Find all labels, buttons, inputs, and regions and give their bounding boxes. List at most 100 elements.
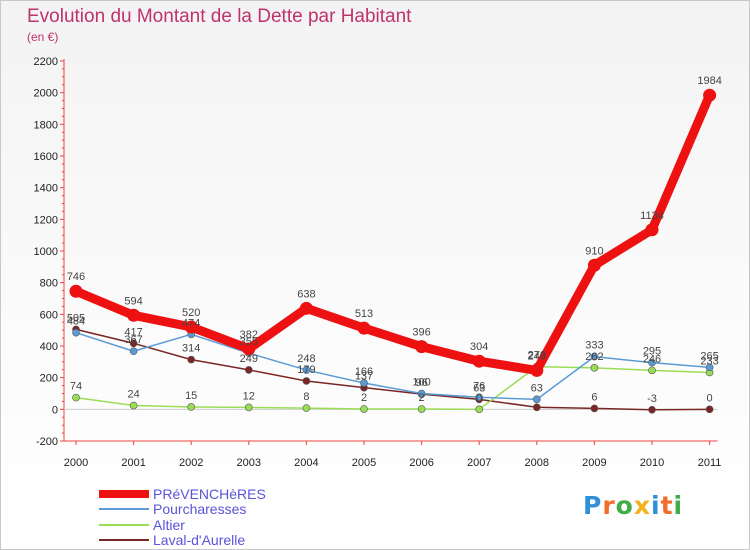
data-point [590,364,599,372]
legend-label: PRéVENCHèRES [153,485,266,502]
data-point [187,403,195,411]
x-tick-label: 2002 [179,457,203,469]
data-label: 249 [240,353,258,365]
legend-label: Pourcharesses [153,501,247,518]
series-line [75,365,711,411]
data-point [705,405,714,414]
data-label: 0 [707,392,713,404]
y-tick-label: 200 [40,373,58,385]
data-point [417,389,426,398]
data-label: 2 [361,392,367,404]
data-label: 417 [124,326,142,338]
data-point [475,393,484,402]
data-point [245,403,253,412]
data-label: 0 [476,392,482,404]
data-point [648,366,656,375]
y-tick-label: 1600 [34,151,58,163]
data-point [302,377,311,385]
data-label: 76 [473,380,485,392]
logo-letter: r [602,491,616,520]
legend-item-prevencheres[interactable]: PRéVENCHèRES [99,486,266,502]
legend-item-altier[interactable]: Altier [99,517,266,533]
data-point [360,379,368,387]
data-point [417,405,426,413]
data-label: 12 [243,390,255,402]
data-point [129,401,138,410]
data-label: 594 [124,295,142,307]
x-tick-label: 2004 [294,457,318,469]
data-label: 63 [531,382,543,394]
data-label: 513 [355,308,373,320]
data-label: 746 [67,271,85,283]
data-label: 396 [412,327,430,339]
data-label: 262 [585,351,603,363]
data-point [472,354,486,368]
data-point [360,405,368,413]
legend-item-pourcharesses[interactable]: Pourcharesses [99,501,266,518]
data-label: 246 [528,350,546,362]
data-label: -3 [647,393,657,405]
data-point [357,321,371,335]
data-point [302,366,311,374]
x-tick-label: 2010 [640,457,664,469]
data-point [415,340,429,354]
data-point [648,358,656,367]
x-tick-label: 2007 [467,457,491,469]
data-point [299,301,313,315]
x-tick-label: 2011 [698,457,722,469]
x-tick-label: 2008 [525,457,549,469]
data-label: 2 [419,392,425,404]
data-label: 314 [182,343,200,355]
data-label: 505 [67,312,85,324]
data-point [129,347,138,356]
data-label: 1134 [640,210,664,222]
legend-swatch [99,489,149,498]
proxiti-logo: Proxiti [583,491,683,520]
data-label: 6 [591,391,597,403]
logo-letter: i [673,491,684,520]
data-point [187,355,195,364]
data-point [129,339,138,348]
data-label: 246 [643,353,661,365]
data-point [532,395,541,404]
y-tick-label: 400 [40,341,58,353]
data-point [72,393,80,402]
data-label: 520 [182,307,200,319]
data-label: 63 [473,382,485,394]
series-line [71,90,715,375]
data-label: 74 [70,381,82,393]
data-point [703,88,717,102]
data-label: 15 [185,390,197,402]
data-point [69,284,83,298]
data-label: 295 [643,346,661,358]
data-label: 248 [297,353,315,365]
x-tick-label: 2001 [121,457,145,469]
y-tick-label: 1000 [34,246,58,258]
data-label: 265 [700,350,718,362]
x-tick-label: 2003 [237,457,261,469]
series-line [75,331,711,401]
y-tick-label: 0 [52,404,58,416]
data-point [530,363,544,377]
x-tick-label: 2000 [64,457,88,469]
legend-item-laval[interactable]: Laval-d'Aurelle [99,532,266,549]
data-label: 96 [415,377,427,389]
logo-letter: t [660,491,674,520]
legend-swatch [99,508,149,511]
data-point [127,308,141,322]
data-point [184,320,198,334]
data-label: 484 [67,316,85,328]
legend-swatch [99,523,149,526]
y-tick-label: 2000 [34,88,58,100]
y-tick-label: -200 [36,436,58,448]
data-point [590,352,599,361]
data-point [302,404,311,412]
data-label: 638 [297,288,315,300]
legend: PRéVENCHèRES Pourcharesses Altier Laval-… [99,486,266,548]
logo-letter: P [583,491,603,520]
data-label: 474 [182,317,200,329]
x-tick-label: 2006 [409,457,433,469]
legend-label: Laval-d'Aurelle [153,532,246,549]
y-tick-label: 800 [40,278,58,290]
